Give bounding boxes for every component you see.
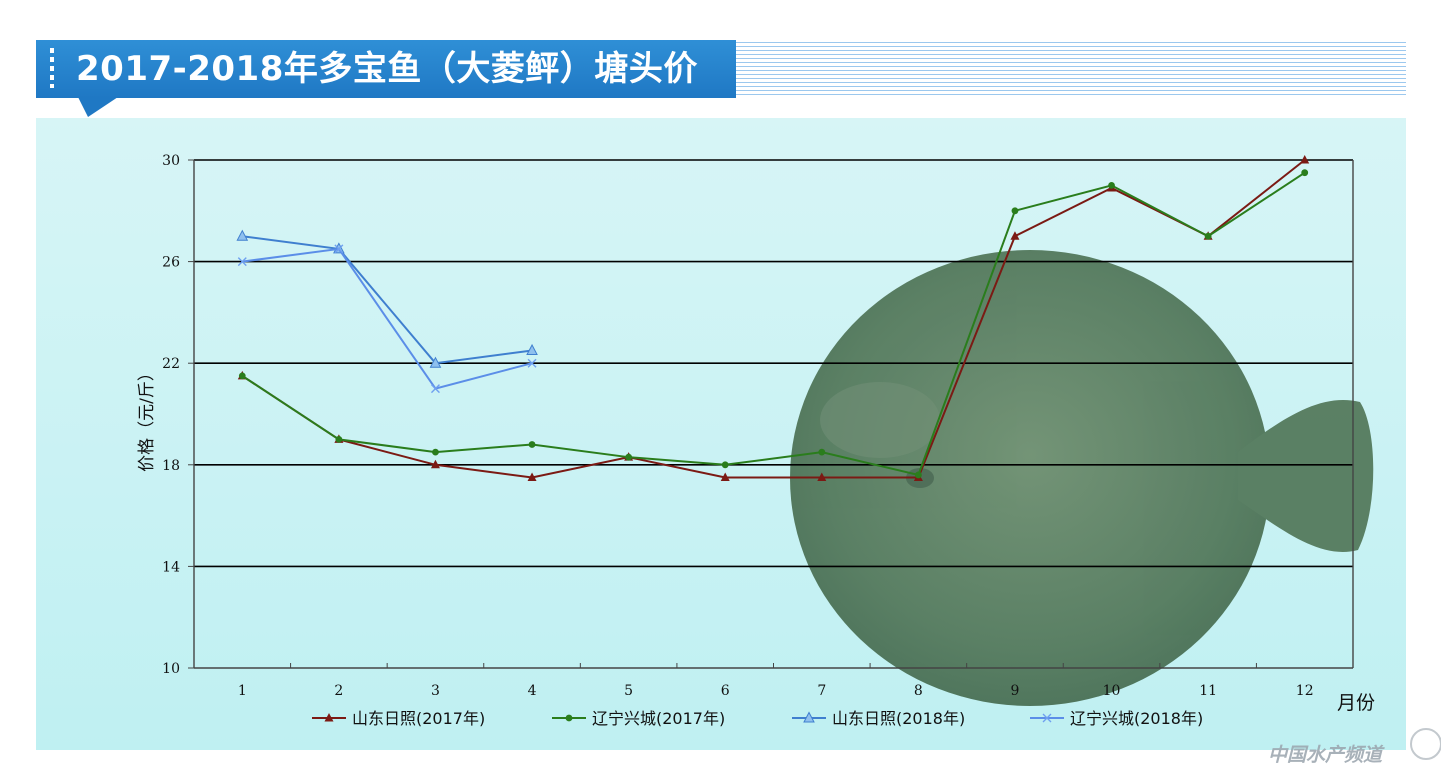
series-2-point — [818, 448, 826, 456]
x-tick-label: 11 — [1199, 683, 1217, 699]
series-4-point — [430, 384, 440, 394]
x-tick-label: 6 — [721, 683, 730, 699]
series-2-point — [1108, 182, 1115, 189]
y-axis-label: 价格（元/斤） — [137, 364, 157, 472]
x-tick-labels: 1 2 3 4 5 6 7 8 9 10 11 12 — [238, 683, 1314, 699]
series-2-point — [1301, 169, 1309, 177]
series-4-line — [242, 247, 533, 390]
series-3-point — [526, 343, 538, 355]
x-tick-label: 8 — [914, 683, 923, 699]
series-3-line — [242, 235, 533, 365]
series-1-point — [527, 472, 537, 481]
series-2-point — [625, 453, 633, 461]
x-tick-label: 10 — [1103, 683, 1121, 699]
legend-swatch-marker — [1042, 713, 1052, 723]
y-tick-label: 30 — [162, 153, 180, 169]
x-tick-label: 4 — [528, 683, 537, 699]
y-tick-label: 10 — [162, 661, 180, 677]
y-tick-labels: 10 14 18 22 26 30 — [162, 153, 180, 677]
legend-swatch-marker — [803, 711, 815, 723]
series-3 — [236, 229, 538, 368]
series-1-point — [817, 472, 827, 481]
watermark-globe-icon — [1410, 728, 1441, 760]
legend-label: 辽宁兴城(2017年) — [592, 709, 725, 728]
y-tick-label: 22 — [162, 356, 180, 372]
legend-item-2: 辽宁兴城(2017年) — [552, 709, 725, 728]
x-tick-label: 1 — [238, 683, 247, 699]
legend-label: 辽宁兴城(2018年) — [1070, 709, 1203, 728]
series-3-point — [236, 229, 249, 241]
x-axis-label: 月份 — [1337, 692, 1375, 714]
series-2-point — [528, 441, 536, 448]
y-tick-label: 18 — [162, 458, 180, 474]
chart-gridlines — [194, 159, 1353, 568]
x-tick-label: 5 — [624, 683, 633, 699]
series-4-point — [527, 358, 537, 368]
title-banner — [36, 40, 736, 98]
y-tick-label: 14 — [162, 559, 180, 575]
series-1-line — [241, 159, 1306, 479]
x-tick-label: 3 — [431, 683, 440, 699]
legend-item-1: 山东日照(2017年) — [312, 709, 485, 728]
series-2-point — [914, 471, 922, 479]
x-tick-label: 9 — [1010, 683, 1019, 699]
header-stripes-decoration — [736, 42, 1406, 96]
chart-legend: 山东日照(2017年) 辽宁兴城(2017年) 山东日照(2018年) 辽宁兴城(20… — [312, 709, 1203, 728]
series-3-point — [429, 356, 442, 368]
legend-swatch-marker — [565, 714, 573, 722]
series-2 — [238, 169, 1309, 479]
series-2-point — [432, 448, 439, 456]
series-2-point — [1011, 207, 1019, 215]
series-1-point — [1010, 231, 1020, 240]
title-banner-tail — [78, 97, 118, 117]
chart-title: 2017-2018年多宝鱼（大菱鲆）塘头价 — [76, 49, 698, 89]
series-4-point — [237, 257, 247, 267]
series-2-point — [1204, 232, 1212, 240]
x-tick-label: 2 — [334, 683, 343, 699]
series-4 — [237, 244, 537, 394]
series-2-line — [241, 171, 1306, 477]
x-tick-label: 7 — [817, 683, 826, 699]
chart-series — [236, 155, 1310, 481]
x-tick-label: 12 — [1296, 683, 1314, 699]
watermark-text: 中国水产频道 — [1268, 744, 1383, 766]
series-1-point — [430, 459, 440, 469]
series-2-point — [238, 372, 246, 380]
chart-axes — [188, 159, 1354, 669]
y-tick-label: 26 — [162, 255, 180, 271]
title-dash-decoration — [50, 48, 54, 88]
legend-swatch-marker — [324, 713, 334, 722]
series-2-point — [721, 461, 729, 469]
series-2-point — [335, 436, 343, 443]
legend-item-4: 辽宁兴城(2018年) — [1030, 709, 1203, 728]
series-1-point — [1300, 155, 1310, 164]
series-4-point — [334, 244, 344, 254]
legend-label: 山东日照(2018年) — [832, 709, 965, 728]
legend-item-3: 山东日照(2018年) — [792, 709, 965, 728]
legend-label: 山东日照(2017年) — [352, 709, 485, 728]
series-1-point — [720, 472, 730, 481]
